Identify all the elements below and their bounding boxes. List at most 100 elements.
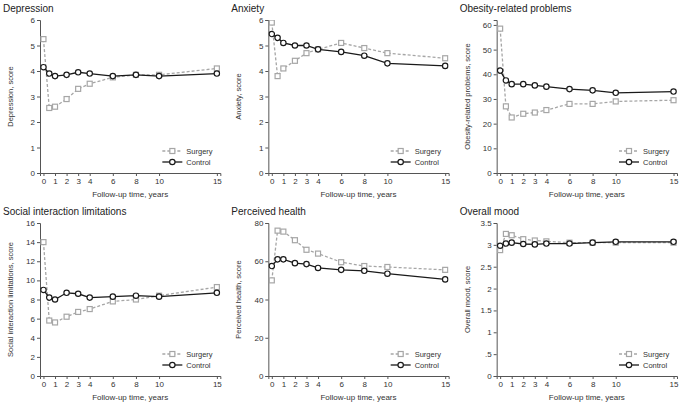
x-tick: 2 — [65, 376, 70, 389]
panel: Social interaction limitations0123468101… — [3, 206, 222, 402]
marks — [269, 20, 448, 79]
x-tick-mark — [512, 173, 513, 176]
x-tick: 6 — [111, 376, 116, 389]
x-tick-mark — [593, 173, 594, 176]
y-tick-label: 16 — [26, 219, 35, 228]
point — [503, 231, 508, 236]
y-tick-mark — [265, 122, 268, 123]
y-tick-label: 80 — [254, 219, 263, 228]
y-tick: .5 — [485, 350, 497, 359]
x-tick-label: 10 — [383, 380, 392, 389]
x-axis-line — [41, 377, 221, 380]
x-tick-mark — [500, 173, 501, 176]
point — [498, 26, 503, 31]
title: Obesity-related problems — [460, 3, 572, 14]
point — [304, 43, 309, 48]
point — [41, 240, 46, 245]
x-tick-mark — [272, 173, 273, 176]
point — [521, 241, 526, 246]
x-tick-mark — [67, 376, 68, 379]
x-tick-label: 10 — [155, 380, 164, 389]
y-tick-mark — [37, 300, 40, 301]
y-tick-label: 60 — [483, 21, 492, 30]
x-tick: 6 — [339, 173, 344, 186]
x-tick-mark — [546, 376, 547, 379]
x-tick-mark — [272, 376, 273, 379]
y-tick-label: 1 — [487, 328, 492, 337]
legend-label: Control — [415, 361, 440, 370]
x-tick-label: 2 — [65, 177, 70, 186]
x-tick: 1 — [510, 173, 515, 186]
x-tick-mark — [341, 173, 342, 176]
x-tick: 3 — [305, 173, 310, 186]
figure: Depression012346810150123456Follow-up ti… — [0, 0, 685, 406]
panel: Perceived health01234681015020406080Foll… — [231, 206, 450, 402]
point — [281, 40, 286, 45]
y-tick: 60 — [254, 257, 268, 266]
y-tick: 5 — [31, 42, 40, 51]
point — [41, 64, 46, 69]
marks — [497, 231, 676, 252]
point — [521, 111, 526, 116]
point — [281, 66, 286, 71]
y-axis-title: Depression, score — [6, 66, 15, 126]
y-tick-label: 2 — [487, 285, 492, 294]
y-axis-line — [494, 224, 498, 377]
point — [532, 83, 537, 88]
legend: SurgeryControl — [619, 350, 670, 370]
y-tick-mark — [265, 148, 268, 149]
y-tick-mark — [494, 289, 497, 290]
x-tick-label: 8 — [591, 177, 596, 186]
y-tick-label: 10 — [483, 144, 492, 153]
y-tick-label: 4 — [31, 67, 36, 76]
x-tick-mark — [523, 173, 524, 176]
point — [76, 86, 81, 91]
x-tick-mark — [113, 173, 114, 176]
y-tick: 1 — [259, 144, 268, 153]
y-tick-label: 2.5 — [481, 263, 493, 272]
y-tick: 6 — [31, 315, 40, 324]
x-tick-label: 2 — [293, 177, 298, 186]
x-tick-label: 10 — [155, 177, 164, 186]
y-tick: 2 — [487, 285, 496, 294]
x-tick: 15 — [670, 376, 679, 389]
point — [671, 239, 676, 244]
point — [442, 63, 447, 68]
y-tick-mark — [37, 338, 40, 339]
x-axis-title: Follow-up time, years — [320, 190, 396, 199]
x-tick: 6 — [568, 376, 573, 389]
legend-marker — [398, 149, 403, 154]
y-tick-label: 20 — [254, 334, 263, 343]
x-tick: 6 — [339, 376, 344, 389]
x-tick-mark — [67, 173, 68, 176]
y-tick-label: 0 — [31, 169, 36, 178]
point — [316, 47, 321, 52]
x-tick-label: 8 — [363, 177, 368, 186]
point — [214, 290, 219, 295]
x-tick-label: 4 — [88, 380, 93, 389]
y-tick: 4 — [259, 67, 268, 76]
title: Social interaction limitations — [3, 206, 126, 217]
y-tick-mark — [494, 310, 497, 311]
x-tick-label: 2 — [522, 380, 527, 389]
y-tick: 4 — [31, 67, 40, 76]
x-tick-label: 15 — [670, 380, 679, 389]
y-tick-mark — [37, 223, 40, 224]
point — [87, 295, 92, 300]
marks — [41, 37, 220, 111]
y-tick: 12 — [26, 257, 40, 266]
y-tick: 3 — [259, 93, 268, 102]
point — [269, 20, 274, 25]
x-tick-label: 10 — [612, 177, 621, 186]
y-tick: 6 — [259, 16, 268, 25]
y-tick-mark — [494, 74, 497, 75]
point — [567, 241, 572, 246]
x-tick: 3 — [533, 173, 538, 186]
y-tick-mark — [494, 50, 497, 51]
point — [544, 241, 549, 246]
x-tick-mark — [616, 376, 617, 379]
plot: 012346810150102030405060Follow-up time, … — [463, 21, 679, 200]
x-tick: 4 — [545, 173, 550, 186]
point — [339, 260, 344, 265]
x-axis: 01234681015 — [497, 173, 679, 186]
